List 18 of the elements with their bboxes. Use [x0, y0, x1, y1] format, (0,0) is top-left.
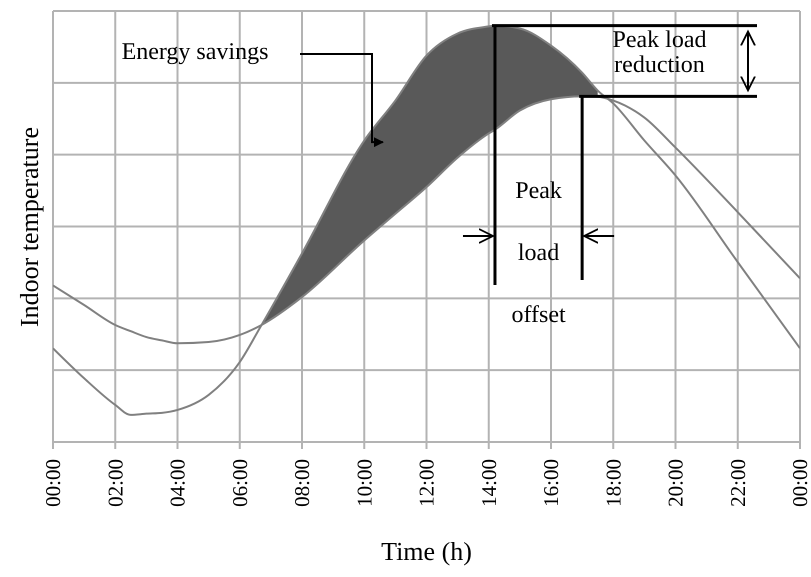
x-tick-label: 00:00: [41, 459, 65, 507]
x-tick-label: 22:00: [726, 459, 750, 507]
x-tick-label: 16:00: [539, 459, 563, 507]
x-tick-label: 10:00: [352, 459, 376, 507]
x-tick-label: 14:00: [476, 459, 501, 507]
x-tick-label: 04:00: [166, 459, 190, 507]
x-axis-title: Time (h): [381, 537, 472, 567]
x-tick-label: 12:00: [414, 459, 438, 507]
text: Peak load offset: [511, 178, 566, 328]
x-tick-label: 20:00: [664, 459, 688, 507]
x-tick-label: 02:00: [103, 459, 128, 507]
x-tick-label: 18:00: [601, 459, 626, 507]
x-tick-label: 08:00: [290, 459, 314, 507]
x-tick-label: 06:00: [228, 459, 252, 507]
y-axis-title: Indoor temperature: [15, 126, 45, 326]
x-tick-label: 00:00: [788, 459, 811, 507]
annotation: Energy savings: [120, 39, 270, 66]
annotation: Peak load reduction: [612, 27, 708, 78]
